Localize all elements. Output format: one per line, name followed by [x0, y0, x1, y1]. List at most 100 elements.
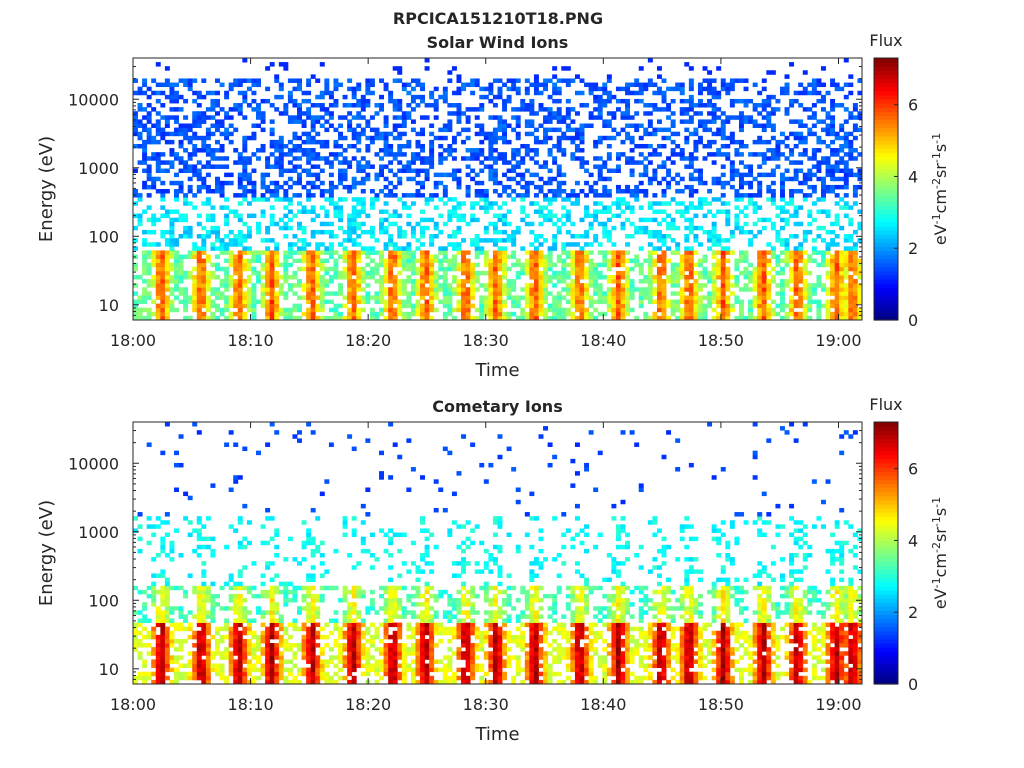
spectrogram-cell [834, 193, 840, 198]
spectrogram-cell [465, 258, 471, 264]
spectrogram-cell [438, 160, 444, 165]
spectrogram-cell [552, 66, 558, 71]
spectrogram-cell [269, 189, 275, 194]
spectrogram-cell [178, 107, 184, 112]
spectrogram-cell [133, 634, 138, 640]
spectrogram-cell [183, 148, 189, 153]
spectrogram-cell [520, 307, 526, 313]
spectrogram-cell [825, 246, 831, 251]
spectrogram-cell [438, 299, 444, 305]
spectrogram-cell [775, 143, 781, 149]
spectrogram-cell [820, 107, 826, 112]
spectrogram-cell [328, 242, 334, 247]
spectrogram-cell [720, 135, 726, 141]
spectrogram-cell [515, 90, 521, 96]
spectrogram-cell [196, 172, 202, 178]
spectrogram-cell [319, 279, 325, 284]
spectrogram-cell [410, 279, 416, 284]
spectrogram-cell [369, 90, 375, 96]
spectrogram-cell [520, 311, 526, 317]
spectrogram-cell [574, 279, 580, 284]
spectrogram-cell [807, 82, 813, 88]
spectrogram-cell [374, 135, 380, 141]
spectrogram-cell [588, 266, 594, 272]
spectrogram-cell [201, 315, 207, 321]
spectrogram-cell [137, 512, 143, 517]
spectrogram-cell [196, 103, 202, 108]
spectrogram-cell [342, 270, 348, 276]
spectrogram-cell [274, 279, 280, 284]
spectrogram-cell [538, 279, 544, 284]
spectrogram-cell [830, 176, 836, 182]
spectrogram-cell [597, 283, 603, 288]
spectrogram-cell [392, 274, 398, 280]
spectrogram-cell [142, 152, 148, 157]
spectrogram-cell [625, 258, 631, 264]
spectrogram-cell [552, 143, 558, 149]
spectrogram-cell [702, 229, 708, 235]
spectrogram-cell [447, 262, 453, 268]
spectrogram-cell [483, 86, 489, 92]
spectrogram-cell [160, 197, 166, 202]
spectrogram-cell [789, 250, 795, 255]
spectrogram-cell [465, 184, 471, 190]
spectrogram-cell [324, 119, 330, 124]
spectrogram-cell [351, 217, 357, 223]
spectrogram-cell [779, 86, 785, 92]
spectrogram-cell [351, 184, 357, 190]
spectrogram-cell [584, 283, 590, 288]
spectrogram-cell [738, 197, 744, 202]
spectrogram-cell [775, 148, 781, 153]
spectrogram-cell [552, 197, 558, 202]
spectrogram-cell [237, 217, 243, 223]
spectrogram-cell [146, 254, 152, 259]
spectrogram-cell [406, 254, 412, 259]
spectrogram-cell [233, 242, 239, 247]
spectrogram-cell [807, 229, 813, 235]
spectrogram-cell [246, 229, 252, 235]
spectrogram-cell [857, 315, 863, 321]
spectrogram-cell [301, 139, 307, 145]
spectrogram-cell [328, 250, 334, 255]
spectrogram-cell [429, 164, 435, 169]
colorbar-step [874, 135, 898, 141]
spectrogram-cell [656, 229, 662, 235]
spectrogram-cell [593, 189, 599, 194]
colorbar-step [874, 287, 898, 292]
spectrogram-cell [638, 172, 644, 178]
spectrogram-cell [201, 258, 207, 264]
spectrogram-cell [488, 131, 494, 137]
spectrogram-cell [738, 176, 744, 182]
spectrogram-cell [784, 111, 790, 116]
spectrogram-cell [397, 197, 403, 202]
spectrogram-cell [415, 189, 421, 194]
spectrogram-cell [552, 221, 558, 227]
spectrogram-cell [483, 156, 489, 161]
spectrogram-cell [274, 242, 280, 247]
spectrogram-cell [830, 184, 836, 190]
spectrogram-cell [839, 156, 845, 161]
spectrogram-cell [310, 123, 316, 128]
spectrogram-cell [324, 82, 330, 88]
spectrogram-cell [734, 152, 740, 157]
spectrogram-cell [178, 258, 184, 264]
spectrogram-cell [834, 234, 840, 239]
spectrogram-cell [406, 143, 412, 149]
spectrogram-cell [187, 201, 193, 206]
spectrogram-cell [319, 90, 325, 96]
spectrogram-cell [401, 283, 407, 288]
spectrogram-cell [351, 225, 357, 231]
spectrogram-cell [420, 184, 425, 190]
spectrogram-cell [684, 254, 690, 259]
spectrogram-cell [606, 94, 612, 100]
spectrogram-cell [716, 180, 722, 186]
spectrogram-cell [278, 86, 284, 92]
spectrogram-cell [561, 250, 567, 255]
spectrogram-cell [670, 299, 676, 305]
spectrogram-cell [388, 254, 394, 259]
spectrogram-cell [757, 270, 763, 276]
spectrogram-cell [570, 270, 576, 276]
spectrogram-cell [410, 303, 416, 309]
spectrogram-cell [670, 148, 676, 153]
spectrogram-cell [347, 258, 353, 264]
